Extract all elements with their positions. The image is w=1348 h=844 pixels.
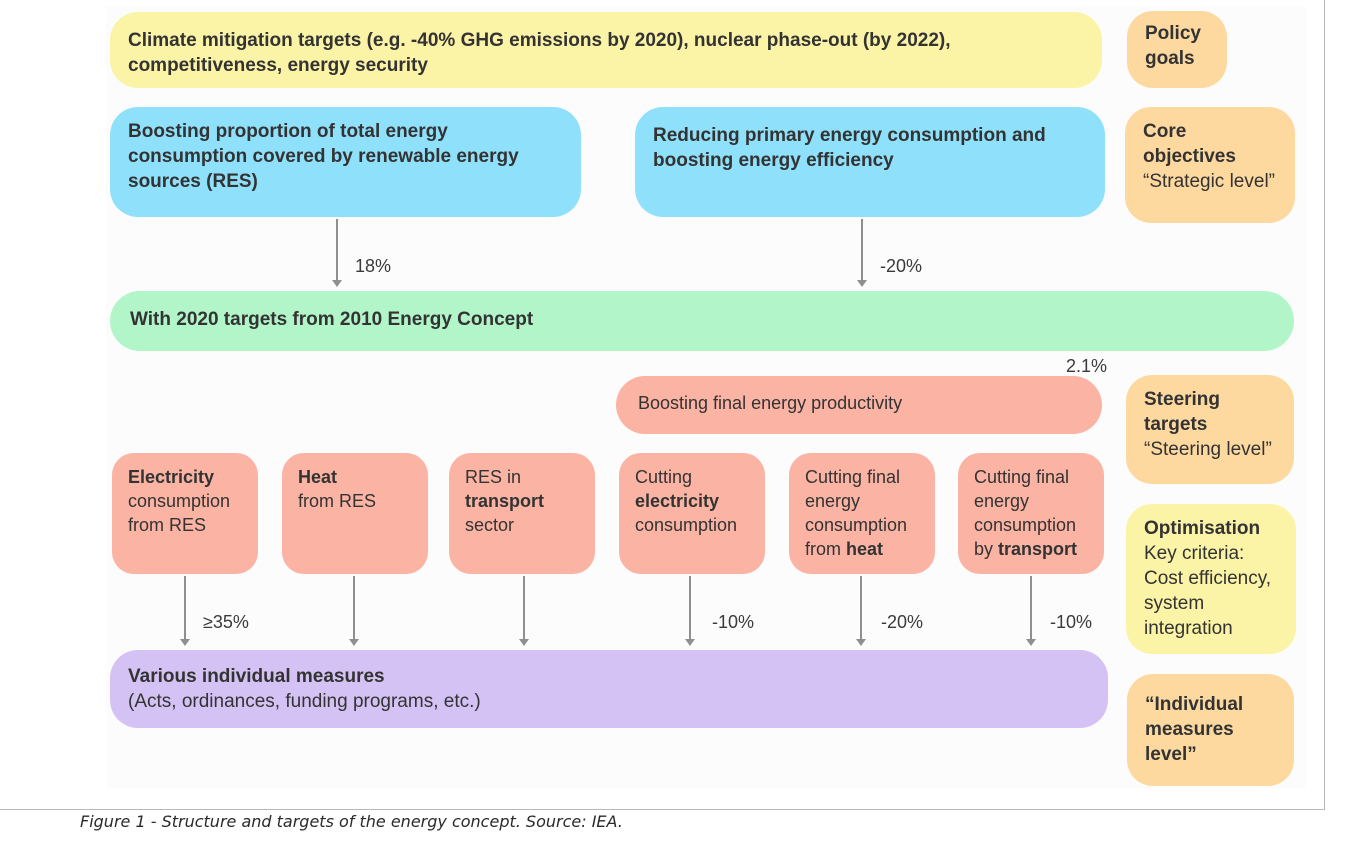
steering-target-cut-transport: Cutting final energy consumption by tran…	[958, 453, 1104, 574]
steering-target-electricity-res: Electricity consumption from RES	[112, 453, 258, 574]
targets-2020-bar: With 2020 targets from 2010 Energy Conce…	[110, 291, 1294, 351]
target-text: from RES	[298, 491, 377, 511]
policy-goals-box: Climate mitigation targets (e.g. -40% GH…	[110, 12, 1102, 88]
efficiency-target-pct: -20%	[880, 256, 923, 276]
level-label-core-objectives: Core objectives “Strategic level”	[1125, 107, 1295, 223]
level-label-individual-measures: “Individual measures level”	[1127, 674, 1294, 786]
arrow-down-icon	[349, 576, 359, 646]
target-bold-text: Electricity	[128, 467, 215, 487]
core-objective-res-text: Boosting proportion of total energy cons…	[128, 121, 519, 192]
cut-transport-pct: -10%	[1050, 612, 1093, 632]
cut-electricity-pct: -10%	[712, 612, 755, 632]
measures-subtitle: (Acts, ordinances, funding programs, etc…	[128, 691, 481, 712]
target-bold-text: transport	[998, 539, 1078, 559]
level-title: Optimisation	[1144, 518, 1261, 539]
productivity-text: Boosting final energy productivity	[638, 393, 903, 413]
target-text: Cutting final energy consumption by	[974, 467, 1077, 559]
level-title: Core objectives	[1143, 121, 1236, 167]
level-subtitle: “Steering level”	[1144, 439, 1272, 460]
productivity-box: Boosting final energy productivity	[616, 376, 1102, 434]
target-text: Cutting	[635, 467, 693, 487]
arrow-down-icon	[857, 219, 867, 287]
target-text: Cutting final energy consumption from	[805, 467, 908, 559]
target-bold-text: transport	[465, 491, 545, 511]
level-label-optimisation: Optimisation Key criteria: Cost efficien…	[1126, 504, 1296, 654]
level-label-text: Policy goals	[1145, 23, 1201, 69]
level-label-text: “Individual measures level”	[1145, 694, 1244, 765]
arrow-down-icon	[1026, 576, 1036, 646]
target-text: consumption from RES	[128, 491, 231, 535]
level-label-policy-goals: Policy goals	[1127, 11, 1227, 88]
target-bold-text: Heat	[298, 467, 338, 487]
steering-target-cut-heat: Cutting final energy consumption from he…	[789, 453, 935, 574]
steering-target-cut-electricity: Cutting electricity consumption	[619, 453, 765, 574]
level-subtitle: Key criteria: Cost efficiency, system in…	[1144, 543, 1272, 639]
core-objective-efficiency-text: Reducing primary energy consumption and …	[653, 125, 1046, 171]
arrow-down-icon	[856, 576, 866, 646]
policy-goals-text: Climate mitigation targets (e.g. -40% GH…	[128, 30, 951, 76]
electricity-res-pct: ≥35%	[203, 612, 249, 632]
individual-measures-box: Various individual measures (Acts, ordin…	[110, 650, 1108, 728]
target-bold-text: electricity	[635, 491, 720, 511]
arrow-down-icon	[519, 576, 529, 646]
productivity-pct: 2.1%	[1066, 356, 1108, 376]
steering-target-heat-res: Heat from RES	[282, 453, 428, 574]
level-subtitle: “Strategic level”	[1143, 171, 1275, 192]
figure-caption: Figure 1 - Structure and targets of the …	[80, 812, 623, 831]
level-label-steering-targets: Steering targets “Steering level”	[1126, 375, 1294, 484]
target-text: consumption	[635, 515, 738, 535]
target-text: sector	[465, 515, 515, 535]
steering-target-res-transport: RES in transport sector	[449, 453, 595, 574]
figure-frame	[0, 0, 1325, 810]
arrow-down-icon	[685, 576, 695, 646]
measures-title: Various individual measures	[128, 666, 385, 687]
cut-heat-pct: -20%	[881, 612, 924, 632]
core-objective-efficiency: Reducing primary energy consumption and …	[635, 107, 1105, 217]
core-objective-res: Boosting proportion of total energy cons…	[110, 107, 581, 217]
target-bold-text: heat	[846, 539, 884, 559]
level-title: Steering targets	[1144, 389, 1221, 435]
arrow-down-icon	[332, 219, 342, 287]
target-text: RES in	[465, 467, 522, 487]
arrow-down-icon	[180, 576, 190, 646]
res-target-pct: 18%	[355, 256, 392, 276]
targets-2020-text: With 2020 targets from 2010 Energy Conce…	[130, 309, 534, 330]
